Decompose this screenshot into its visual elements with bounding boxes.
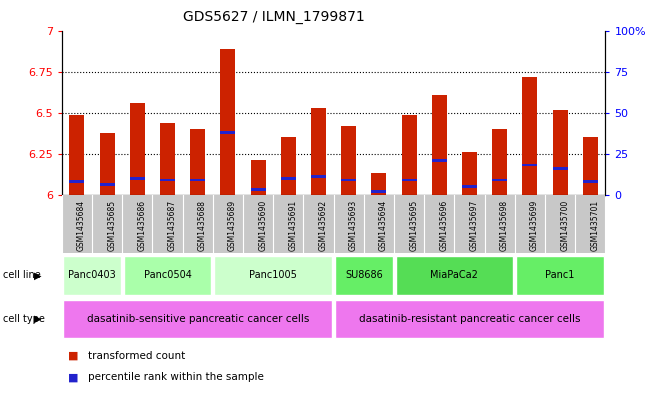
Bar (516, 256, 604, 295)
Bar (251, 188, 266, 191)
Text: GSM1435693: GSM1435693 (349, 200, 358, 251)
Text: GDS5627 / ILMN_1799871: GDS5627 / ILMN_1799871 (182, 10, 365, 24)
Text: ▶: ▶ (34, 270, 42, 281)
Bar (130, 103, 145, 195)
Text: GSM1435691: GSM1435691 (288, 200, 298, 251)
Text: GSM1435699: GSM1435699 (530, 200, 539, 251)
Text: Panc1005: Panc1005 (249, 270, 297, 281)
Bar (221, 131, 236, 134)
Text: GSM1435689: GSM1435689 (228, 200, 237, 251)
Bar (341, 126, 356, 195)
Text: GSM1435692: GSM1435692 (318, 200, 327, 251)
Bar (221, 50, 236, 195)
Text: cell type: cell type (3, 314, 45, 324)
Text: cell line: cell line (3, 270, 41, 281)
Text: GSM1435695: GSM1435695 (409, 200, 418, 251)
Bar (341, 178, 356, 181)
Bar (251, 160, 266, 195)
Bar (335, 299, 604, 338)
Bar (70, 115, 85, 195)
Text: GSM1435694: GSM1435694 (379, 200, 388, 251)
Bar (63, 256, 120, 295)
Bar (311, 108, 326, 195)
Bar (396, 256, 514, 295)
Bar (402, 115, 417, 195)
Bar (583, 138, 598, 195)
Bar (432, 95, 447, 195)
Bar (311, 175, 326, 178)
Bar (281, 138, 296, 195)
Bar (100, 184, 115, 186)
Text: GSM1435687: GSM1435687 (167, 200, 176, 251)
Text: GSM1435684: GSM1435684 (77, 200, 86, 251)
Bar (335, 256, 393, 295)
Text: Panc0403: Panc0403 (68, 270, 116, 281)
Bar (371, 173, 387, 195)
Bar (371, 190, 387, 193)
Text: GSM1435688: GSM1435688 (198, 200, 207, 251)
Bar (462, 152, 477, 195)
Bar (190, 178, 205, 181)
Bar (70, 180, 85, 183)
Bar (432, 159, 447, 162)
Bar (130, 177, 145, 180)
Bar (63, 299, 332, 338)
Text: dasatinib-sensitive pancreatic cancer cells: dasatinib-sensitive pancreatic cancer ce… (87, 314, 309, 324)
Bar (553, 167, 568, 170)
Text: Panc1: Panc1 (546, 270, 575, 281)
Bar (124, 256, 212, 295)
Bar (214, 256, 332, 295)
Text: percentile rank within the sample: percentile rank within the sample (88, 372, 264, 382)
Text: GSM1435698: GSM1435698 (500, 200, 508, 251)
Text: ■: ■ (68, 351, 79, 361)
Bar (553, 110, 568, 195)
Text: Panc0504: Panc0504 (144, 270, 191, 281)
Text: GSM1435685: GSM1435685 (107, 200, 116, 251)
Bar (522, 77, 538, 195)
Bar (160, 123, 175, 195)
Bar (402, 178, 417, 181)
Text: ■: ■ (68, 372, 79, 382)
Text: GSM1435696: GSM1435696 (439, 200, 449, 251)
Text: transformed count: transformed count (88, 351, 185, 361)
Text: GSM1435690: GSM1435690 (258, 200, 267, 251)
Bar (522, 164, 538, 167)
Bar (100, 132, 115, 195)
Text: dasatinib-resistant pancreatic cancer cells: dasatinib-resistant pancreatic cancer ce… (359, 314, 580, 324)
Text: GSM1435697: GSM1435697 (469, 200, 478, 251)
Bar (492, 129, 507, 195)
Bar (583, 180, 598, 183)
Bar (462, 185, 477, 188)
Bar (492, 178, 507, 181)
Text: GSM1435701: GSM1435701 (590, 200, 600, 251)
Bar (160, 178, 175, 181)
Text: ▶: ▶ (34, 314, 42, 324)
Text: GSM1435700: GSM1435700 (560, 200, 569, 251)
Text: SU8686: SU8686 (345, 270, 383, 281)
Text: MiaPaCa2: MiaPaCa2 (430, 270, 478, 281)
Text: GSM1435686: GSM1435686 (137, 200, 146, 251)
Bar (190, 129, 205, 195)
Bar (281, 177, 296, 180)
